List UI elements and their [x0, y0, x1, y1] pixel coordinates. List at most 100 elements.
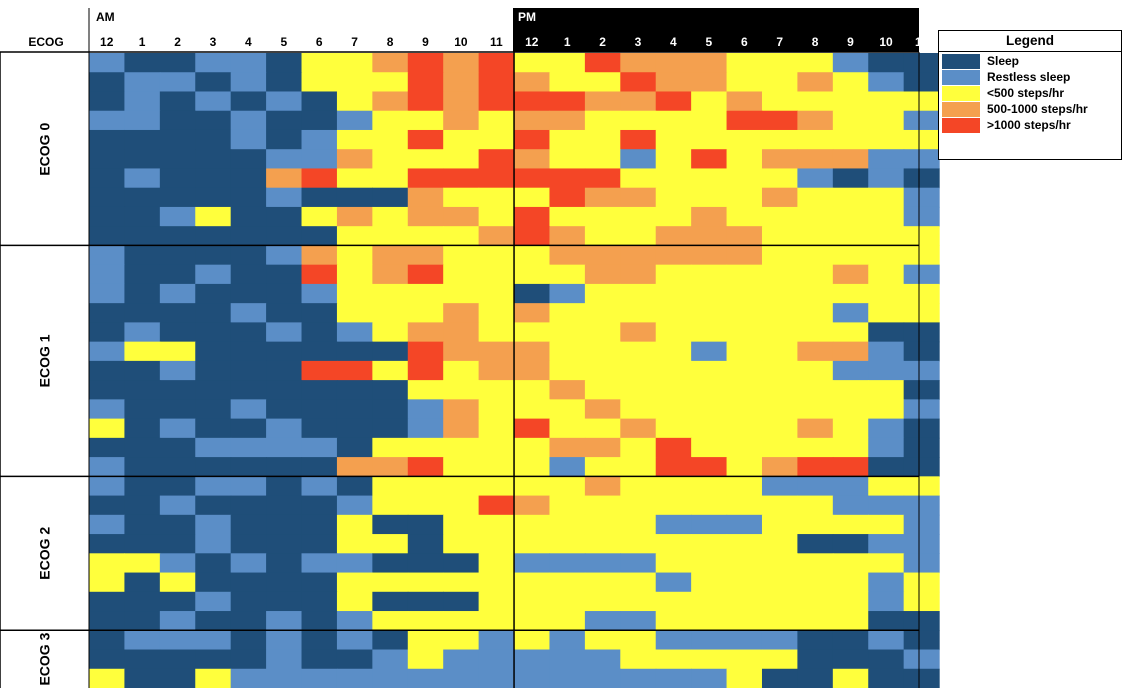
heatmap-cell [761, 380, 798, 400]
heatmap-cell [514, 341, 551, 362]
heatmap-cell [266, 360, 303, 381]
heatmap-cell [372, 476, 409, 497]
heatmap-cell [726, 168, 763, 189]
heatmap-cell [336, 303, 373, 323]
legend-swatch-500-1000 [942, 102, 980, 117]
heatmap-cell [514, 611, 551, 631]
heatmap-cell [549, 91, 586, 112]
heatmap-cell [832, 149, 869, 170]
heatmap-cell [89, 611, 126, 631]
heatmap-cell [584, 495, 621, 516]
heatmap-cell [124, 53, 161, 73]
heatmap-cell [655, 495, 692, 516]
heatmap-cell [407, 437, 444, 458]
heatmap-cell [868, 72, 905, 93]
heatmap-cell [868, 495, 905, 516]
heatmap-cell [478, 437, 515, 458]
heatmap-cell [336, 437, 373, 458]
heatmap-cell [230, 514, 267, 535]
heatmap-cell [195, 187, 232, 208]
heatmap-cell [407, 303, 444, 323]
heatmap-cell [478, 283, 515, 304]
heatmap-cell [797, 264, 834, 285]
heatmap-cell [868, 476, 905, 497]
heatmap-cell [89, 360, 126, 381]
heatmap-cell [691, 303, 728, 323]
heatmap-cell [903, 380, 940, 400]
heatmap-cell [336, 129, 373, 150]
heatmap-cell [230, 360, 267, 381]
heatmap-cell [407, 572, 444, 593]
heatmap-cell [797, 514, 834, 535]
heatmap-cell [832, 72, 869, 93]
heatmap-cell [407, 630, 444, 651]
heatmap-cell [761, 418, 798, 439]
heatmap-cell [407, 495, 444, 516]
heatmap-cell [443, 495, 480, 516]
heatmap-cell [584, 534, 621, 554]
heatmap-cell [691, 72, 728, 93]
heatmap-cell [620, 53, 657, 73]
heatmap-cell [903, 630, 940, 651]
heatmap-cell [89, 245, 126, 266]
heatmap-cell [620, 476, 657, 497]
heatmap-cell [868, 572, 905, 593]
heatmap-cell [195, 591, 232, 612]
heatmap-cell [372, 399, 409, 420]
heatmap-cell [655, 514, 692, 535]
heatmap-cell [478, 360, 515, 381]
heatmap-cell [868, 553, 905, 574]
heatmap-cell [478, 341, 515, 362]
heatmap-cell [903, 534, 940, 554]
heatmap-cell [407, 72, 444, 93]
heatmap-cell [514, 110, 551, 131]
heatmap-cell [195, 534, 232, 554]
heatmap-cell [797, 149, 834, 170]
heatmap-cell [159, 187, 196, 208]
heatmap-cell [89, 591, 126, 612]
heatmap-cell [124, 649, 161, 670]
heatmap-cell [159, 611, 196, 631]
heatmap-cell [832, 457, 869, 477]
heatmap-cell [336, 668, 373, 688]
heatmap-cell [478, 206, 515, 227]
heatmap-cell [195, 322, 232, 343]
hour-label-pm-8: 8 [812, 35, 819, 49]
heatmap-cell [89, 72, 126, 93]
heatmap-cell [266, 591, 303, 612]
heatmap-cell [372, 380, 409, 400]
hour-label-am-8: 8 [387, 35, 394, 49]
heatmap-cell [726, 187, 763, 208]
heatmap-cell [195, 553, 232, 574]
legend-label-restless-sleep: Restless sleep [987, 70, 1071, 84]
heatmap-cell [761, 649, 798, 670]
heatmap-cell [726, 149, 763, 170]
heatmap-cell [443, 457, 480, 477]
heatmap-cell [195, 514, 232, 535]
heatmap-cell [89, 110, 126, 131]
heatmap-cell [159, 149, 196, 170]
heatmap-cell [620, 553, 657, 574]
heatmap-cell [372, 226, 409, 247]
heatmap-cell [655, 264, 692, 285]
heatmap-cell [620, 245, 657, 266]
heatmap-cell [797, 226, 834, 247]
heatmap-cell [478, 476, 515, 497]
heatmap-cell [230, 341, 267, 362]
heatmap-cell [903, 553, 940, 574]
hour-label-am-4: 4 [245, 35, 252, 49]
heatmap-cell [372, 611, 409, 631]
heatmap-cell [584, 283, 621, 304]
heatmap-cell [301, 360, 338, 381]
heatmap-cell [549, 226, 586, 247]
heatmap-cell [159, 129, 196, 150]
heatmap-cell [761, 245, 798, 266]
heatmap-cell [372, 91, 409, 112]
heatmap-cell [549, 264, 586, 285]
heatmap-cell [124, 437, 161, 458]
heatmap-cell [584, 457, 621, 477]
heatmap-cell [301, 53, 338, 73]
heatmap-cell [407, 341, 444, 362]
heatmap-cell [691, 360, 728, 381]
